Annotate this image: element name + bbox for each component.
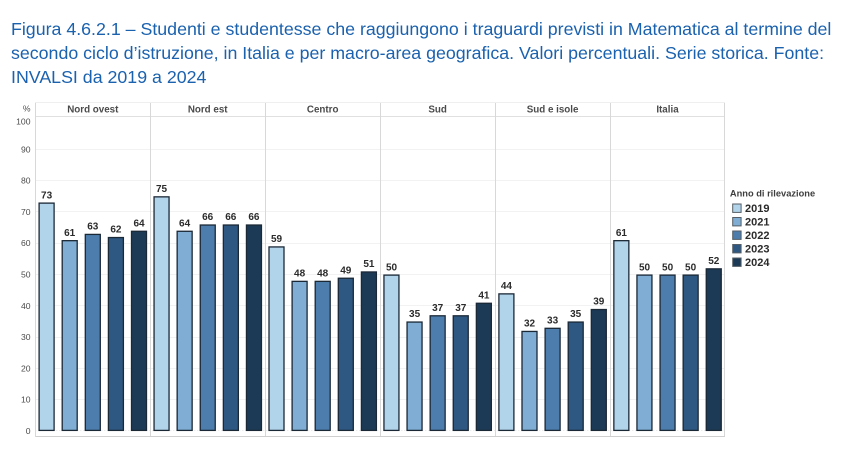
svg-text:10: 10 — [21, 395, 31, 405]
svg-text:Italia: Italia — [656, 105, 679, 116]
svg-text:59: 59 — [271, 234, 283, 245]
svg-text:73: 73 — [41, 190, 53, 201]
svg-text:66: 66 — [248, 212, 260, 223]
svg-text:%: % — [23, 103, 31, 113]
svg-text:50: 50 — [21, 270, 31, 280]
svg-text:66: 66 — [225, 212, 237, 223]
svg-text:Anno di rilevazione: Anno di rilevazione — [730, 188, 815, 198]
svg-text:2022: 2022 — [745, 230, 769, 242]
svg-text:30: 30 — [21, 332, 31, 342]
svg-text:35: 35 — [409, 309, 421, 320]
svg-text:20: 20 — [21, 363, 31, 373]
svg-text:32: 32 — [524, 319, 536, 330]
svg-text:80: 80 — [21, 176, 31, 186]
svg-text:90: 90 — [21, 144, 31, 154]
svg-text:49: 49 — [340, 265, 352, 276]
svg-text:44: 44 — [501, 281, 513, 292]
svg-text:41: 41 — [478, 291, 490, 302]
svg-text:48: 48 — [317, 269, 329, 280]
svg-text:63: 63 — [87, 222, 99, 233]
svg-text:64: 64 — [133, 219, 145, 230]
svg-text:39: 39 — [593, 297, 605, 308]
svg-text:50: 50 — [662, 262, 674, 273]
svg-text:60: 60 — [21, 238, 31, 248]
svg-text:Sud: Sud — [428, 105, 447, 116]
svg-text:66: 66 — [202, 212, 214, 223]
svg-text:2024: 2024 — [745, 257, 770, 269]
svg-text:0: 0 — [26, 426, 31, 436]
svg-text:33: 33 — [547, 316, 559, 327]
svg-text:100: 100 — [16, 116, 31, 126]
svg-text:Centro: Centro — [307, 105, 339, 116]
svg-text:61: 61 — [616, 228, 628, 239]
svg-text:2021: 2021 — [745, 217, 769, 229]
svg-text:51: 51 — [363, 259, 375, 270]
svg-text:48: 48 — [294, 269, 306, 280]
svg-text:37: 37 — [432, 303, 444, 314]
svg-text:Nord est: Nord est — [188, 105, 228, 116]
svg-text:35: 35 — [570, 309, 582, 320]
svg-text:61: 61 — [64, 228, 76, 239]
svg-text:52: 52 — [708, 256, 720, 267]
svg-text:64: 64 — [179, 219, 191, 230]
svg-text:40: 40 — [21, 301, 31, 311]
svg-text:2023: 2023 — [745, 244, 769, 256]
svg-text:Nord ovest: Nord ovest — [67, 105, 119, 116]
svg-text:75: 75 — [156, 184, 168, 195]
svg-text:2019: 2019 — [745, 203, 769, 215]
svg-text:50: 50 — [639, 262, 651, 273]
svg-text:50: 50 — [685, 262, 697, 273]
svg-text:62: 62 — [110, 225, 122, 236]
svg-text:50: 50 — [386, 262, 398, 273]
svg-text:37: 37 — [455, 303, 467, 314]
svg-text:70: 70 — [21, 207, 31, 217]
svg-text:Sud e isole: Sud e isole — [527, 105, 579, 116]
